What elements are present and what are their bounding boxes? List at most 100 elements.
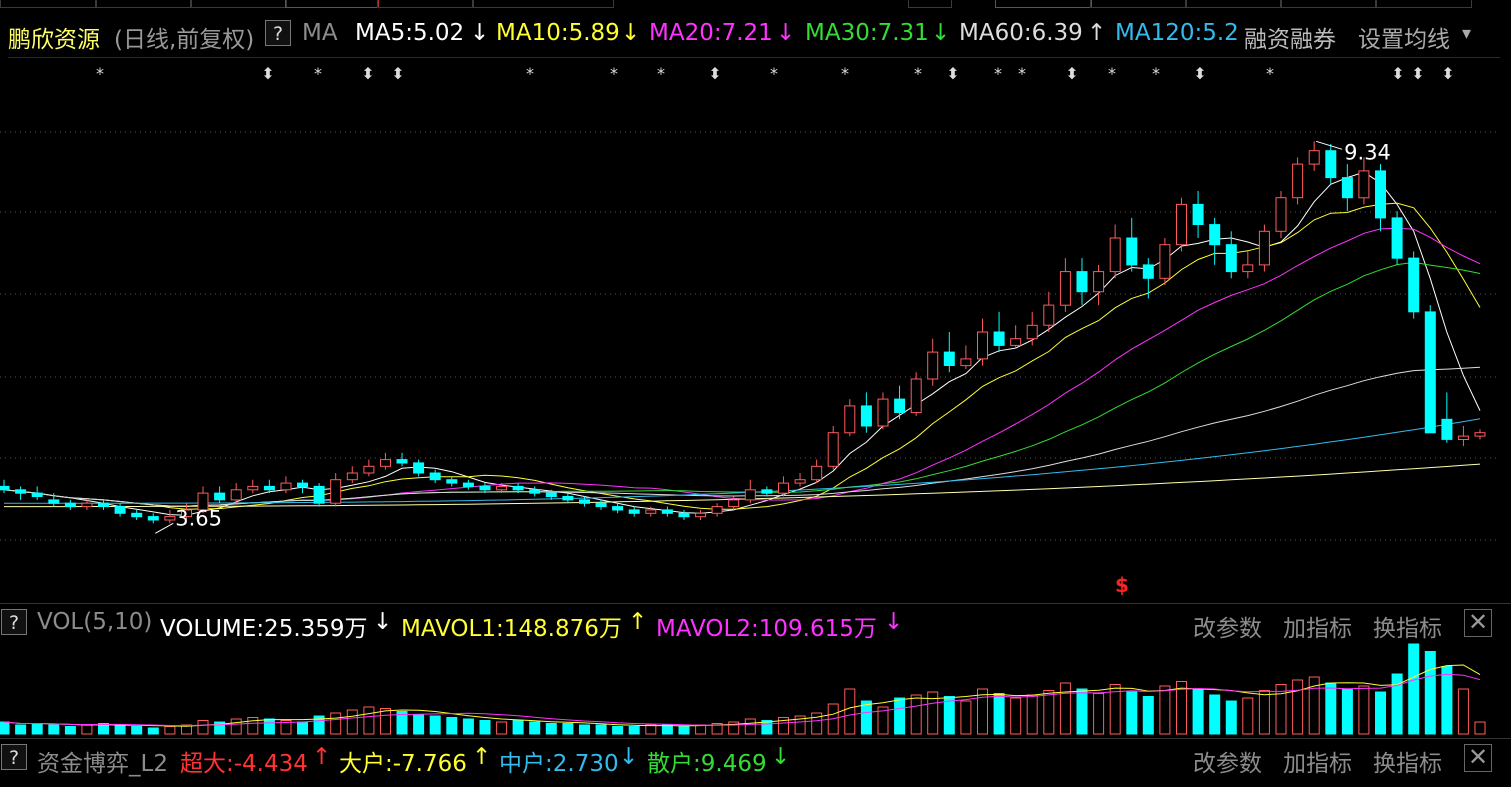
swap-indicator-button[interactable]: 换指标 bbox=[1373, 616, 1442, 642]
ma250-line bbox=[4, 463, 1481, 508]
tab-seg[interactable] bbox=[1185, 0, 1282, 8]
candle-body bbox=[181, 509, 192, 518]
candle-body bbox=[1391, 217, 1403, 259]
candle-body bbox=[413, 462, 425, 474]
volume-bar bbox=[98, 723, 109, 735]
volume-bar bbox=[678, 726, 690, 735]
fund-indicator-name[interactable]: 资金博弈_L2 bbox=[37, 751, 168, 777]
help-button[interactable]: ? bbox=[1, 744, 27, 770]
candle-body bbox=[811, 465, 823, 481]
chevron-down-icon[interactable]: ▾ bbox=[1462, 23, 1472, 44]
ma10-line bbox=[3, 202, 1481, 510]
event-marker-icon: * bbox=[914, 64, 922, 83]
candle-body bbox=[1325, 150, 1337, 179]
tab-seg[interactable] bbox=[1375, 0, 1472, 8]
candle-body bbox=[595, 502, 607, 508]
candle-body bbox=[346, 472, 358, 481]
swap-indicator-button[interactable]: 换指标 bbox=[1373, 751, 1442, 777]
candle-body bbox=[1341, 177, 1353, 199]
candle-body bbox=[628, 509, 640, 514]
candle-body bbox=[263, 485, 275, 491]
volume-bar bbox=[1209, 694, 1221, 735]
indicator-name[interactable]: MA bbox=[302, 20, 338, 46]
super-large-value: 超大:-4.434 bbox=[180, 751, 308, 777]
volume-bar bbox=[595, 724, 607, 735]
change-params-button[interactable]: 改参数 bbox=[1193, 751, 1262, 777]
candle-body bbox=[1358, 170, 1370, 199]
candle-body bbox=[1142, 264, 1154, 279]
candle-body bbox=[860, 405, 872, 427]
mavol2-arrow: ↓ bbox=[884, 609, 904, 635]
tab-seg[interactable] bbox=[95, 0, 192, 8]
candle-body bbox=[545, 492, 557, 498]
candle-body bbox=[877, 398, 889, 427]
event-marker-icon: * bbox=[1018, 64, 1026, 83]
mid-value: 中户:2.730 bbox=[499, 751, 619, 777]
high-price-pointer bbox=[1316, 140, 1343, 150]
volume-bar bbox=[1424, 651, 1436, 735]
close-icon[interactable]: ✕ bbox=[1464, 744, 1492, 772]
tab-seg-active[interactable] bbox=[995, 0, 1092, 8]
mavol1-value: MAVOL1:148.876万 bbox=[401, 616, 622, 642]
ma60-line bbox=[3, 366, 1481, 507]
low-price-pointer bbox=[155, 522, 174, 534]
tab-seg[interactable] bbox=[472, 0, 614, 8]
candle-body bbox=[1408, 257, 1420, 313]
candle-body bbox=[579, 499, 590, 504]
candle-body bbox=[313, 485, 325, 504]
vol-indicator-name[interactable]: VOL(5,10) bbox=[37, 609, 153, 635]
volume-bar bbox=[330, 712, 342, 735]
tab-seg[interactable] bbox=[377, 0, 474, 8]
margin-trade-link[interactable]: 融资融券 bbox=[1240, 20, 1336, 54]
help-button[interactable]: ? bbox=[1, 609, 27, 635]
period-mode[interactable]: (日线,前复权) bbox=[114, 27, 255, 53]
change-params-button[interactable]: 改参数 bbox=[1193, 616, 1262, 642]
volume-bar bbox=[81, 724, 93, 735]
price-chart[interactable]: * ⬍ * ⬍ ⬍ * * * ⬍ * * * ⬍ * * ⬍ * * ⬍ * ⬍ ⬍ ⬍ 9.34 3.65 $ bbox=[0, 57, 1511, 602]
volume-bar bbox=[711, 723, 723, 735]
event-marker-icon: ⬍ bbox=[361, 64, 374, 83]
set-ma-button[interactable]: 设置均线 bbox=[1358, 27, 1450, 53]
volume-bar bbox=[661, 724, 673, 735]
candle-body bbox=[0, 485, 10, 491]
candle-body bbox=[977, 331, 988, 360]
top-tab-strip bbox=[0, 0, 1511, 10]
event-marker-icon: ⬍ bbox=[1391, 64, 1404, 83]
volume-bar bbox=[446, 717, 458, 735]
volume-chart[interactable] bbox=[0, 640, 1511, 735]
volume-bar bbox=[1408, 643, 1420, 735]
event-marker-icon: ⬍ bbox=[391, 64, 404, 83]
tab-seg[interactable] bbox=[1280, 0, 1377, 8]
low-price-label: 3.65 bbox=[175, 506, 222, 530]
help-button[interactable]: ? bbox=[265, 20, 291, 46]
add-indicator-button[interactable]: 加指标 bbox=[1283, 616, 1352, 642]
volume-bar bbox=[529, 721, 541, 735]
volume-bar bbox=[1292, 679, 1304, 735]
ma20-value: MA20:7.21 bbox=[649, 20, 773, 46]
candle-body bbox=[280, 482, 292, 491]
candle-body bbox=[380, 459, 391, 467]
candle-body bbox=[1457, 435, 1469, 441]
large-arrow: ↑ bbox=[472, 744, 492, 770]
candle-body bbox=[297, 482, 308, 488]
volume-bar bbox=[1142, 696, 1154, 735]
close-icon[interactable]: ✕ bbox=[1464, 609, 1492, 637]
add-indicator-button[interactable]: 加指标 bbox=[1283, 751, 1352, 777]
volume-bar bbox=[1126, 691, 1138, 735]
ma5-value: MA5:5.02 bbox=[355, 20, 465, 46]
tab-seg[interactable] bbox=[190, 0, 287, 8]
stock-name[interactable]: 鹏欣资源 bbox=[8, 27, 100, 53]
volume-bar bbox=[31, 723, 43, 735]
tab-seg[interactable] bbox=[1090, 0, 1187, 8]
tab-seg[interactable] bbox=[908, 0, 952, 8]
tab-seg[interactable] bbox=[0, 0, 97, 8]
candle-body bbox=[1424, 311, 1436, 434]
candle-body bbox=[645, 509, 657, 514]
candle-body bbox=[147, 516, 159, 521]
volume-bar bbox=[894, 697, 906, 735]
volume-bar bbox=[380, 708, 391, 735]
tab-seg-active[interactable] bbox=[285, 0, 379, 8]
event-marker-icon: ⬍ bbox=[261, 64, 274, 83]
event-marker-icon: * bbox=[841, 64, 849, 83]
event-marker-icon: * bbox=[526, 64, 534, 83]
